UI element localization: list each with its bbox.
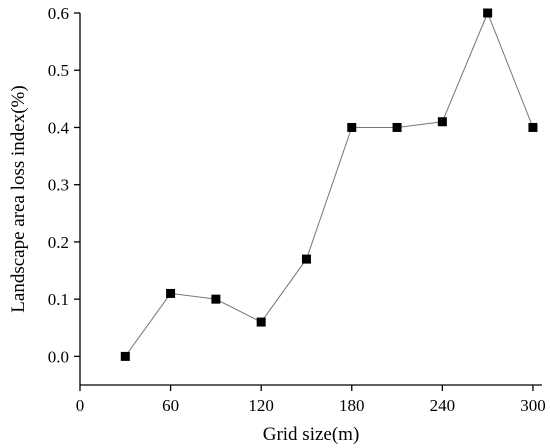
data-point-marker (301, 254, 311, 264)
y-tick-label: 0.6 (48, 4, 69, 23)
data-point-marker (166, 288, 176, 298)
y-tick-label: 0.0 (48, 347, 69, 366)
data-point-marker (483, 8, 493, 18)
y-tick-label: 0.4 (48, 118, 70, 137)
y-ticks: 0.0 0.1 0.2 0.3 0.4 0.5 0.6 (48, 4, 80, 366)
data-point-marker (528, 122, 538, 132)
y-tick-label: 0.5 (48, 61, 69, 80)
data-point-marker (347, 122, 357, 132)
data-point-marker (437, 117, 447, 127)
data-point-marker (120, 351, 130, 361)
y-axis-title: Landscape area loss index(%) (8, 85, 29, 312)
x-tick-label: 120 (248, 396, 274, 415)
x-tick-label: 240 (430, 396, 456, 415)
y-tick-label: 0.1 (48, 290, 69, 309)
x-ticks: 0 60 120 180 240 300 (76, 385, 546, 415)
data-point-marker (211, 294, 221, 304)
x-tick-label: 300 (520, 396, 546, 415)
series-line (124, 11, 534, 357)
axes (79, 13, 542, 386)
x-tick-label: 60 (162, 396, 179, 415)
x-tick-label: 180 (339, 396, 365, 415)
y-tick-label: 0.3 (48, 176, 69, 195)
series (120, 8, 538, 361)
y-tick-label: 0.2 (48, 233, 69, 252)
x-axis-title: Grid size(m) (263, 424, 360, 445)
data-point-marker (256, 317, 266, 327)
data-point-marker (392, 122, 402, 132)
x-tick-label: 0 (76, 396, 85, 415)
